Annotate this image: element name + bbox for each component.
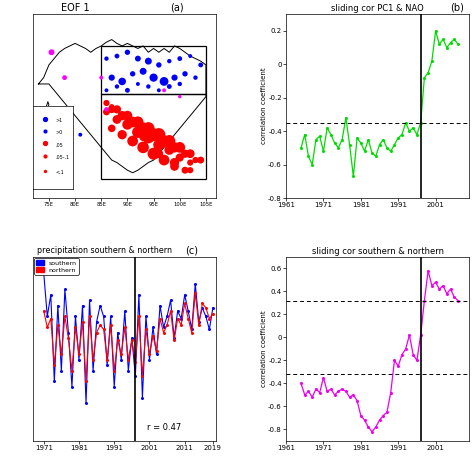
Point	[139, 125, 147, 132]
Point	[103, 55, 110, 63]
Bar	[101, 94, 206, 179]
Bar	[101, 46, 206, 94]
Point	[145, 82, 152, 90]
Point	[171, 159, 178, 166]
Point	[98, 74, 105, 82]
Point	[181, 70, 189, 78]
Point	[108, 103, 116, 110]
Point	[108, 125, 116, 132]
Point	[160, 156, 168, 164]
Text: EOF 1: EOF 1	[61, 3, 89, 13]
Point	[176, 144, 183, 151]
Text: (c): (c)	[185, 245, 198, 255]
Point	[118, 131, 126, 138]
Point	[113, 106, 121, 113]
Point	[134, 118, 142, 126]
Point	[108, 74, 116, 82]
Point	[129, 118, 137, 126]
Point	[61, 74, 68, 82]
Point	[134, 128, 142, 136]
Point	[171, 144, 178, 151]
Point	[181, 150, 189, 157]
Point	[66, 106, 73, 113]
Point	[129, 70, 137, 78]
Title: sliding cor PC1 & NAO: sliding cor PC1 & NAO	[331, 4, 424, 13]
Point	[124, 118, 131, 126]
Title: sliding cor southern & northern: sliding cor southern & northern	[311, 247, 444, 256]
Point	[150, 74, 157, 82]
Point	[197, 156, 204, 164]
Point	[139, 67, 147, 75]
Point	[176, 154, 183, 161]
Point	[165, 57, 173, 65]
Text: (b): (b)	[450, 2, 464, 12]
Point	[155, 131, 163, 138]
Text: (a): (a)	[171, 2, 184, 12]
Point	[129, 137, 137, 145]
Point	[124, 48, 131, 56]
Point	[165, 82, 173, 90]
Y-axis label: correlation coefficient: correlation coefficient	[261, 310, 267, 387]
Point	[48, 48, 55, 56]
Point	[171, 74, 178, 82]
Y-axis label: correlation coefficient: correlation coefficient	[261, 68, 267, 145]
Legend: southern, northern: southern, northern	[35, 258, 79, 275]
Point	[191, 74, 199, 82]
Text: r = 0.47: r = 0.47	[147, 423, 181, 432]
Point	[186, 159, 194, 166]
Point	[145, 125, 152, 132]
Point	[113, 116, 121, 123]
Point	[186, 150, 194, 157]
Text: precipitation southern & northern: precipitation southern & northern	[37, 246, 172, 255]
Point	[118, 112, 126, 119]
Point	[103, 108, 110, 116]
Point	[176, 93, 183, 100]
Point	[155, 87, 163, 94]
Point	[134, 80, 142, 88]
Point	[108, 106, 116, 113]
Point	[176, 80, 183, 88]
Point	[124, 112, 131, 119]
Point	[113, 52, 121, 60]
Point	[165, 146, 173, 154]
Point	[134, 55, 142, 63]
Point	[103, 99, 110, 107]
Point	[118, 78, 126, 85]
Point	[160, 137, 168, 145]
Point	[181, 166, 189, 174]
Point	[150, 150, 157, 157]
Point	[103, 87, 110, 94]
Point	[197, 61, 204, 69]
Point	[160, 78, 168, 85]
Point	[150, 131, 157, 138]
Point	[155, 61, 163, 69]
Point	[139, 134, 147, 141]
Point	[139, 144, 147, 151]
Point	[191, 156, 199, 164]
Point	[103, 106, 110, 113]
Point	[155, 150, 163, 157]
Point	[186, 52, 194, 60]
Point	[113, 82, 121, 90]
Point	[76, 131, 84, 138]
Point	[165, 137, 173, 145]
Point	[155, 141, 163, 149]
Point	[171, 163, 178, 170]
Point	[145, 57, 152, 65]
Point	[160, 87, 168, 94]
Point	[124, 121, 131, 128]
Point	[124, 87, 131, 94]
Point	[186, 166, 194, 174]
Point	[145, 134, 152, 141]
Point	[176, 55, 183, 63]
